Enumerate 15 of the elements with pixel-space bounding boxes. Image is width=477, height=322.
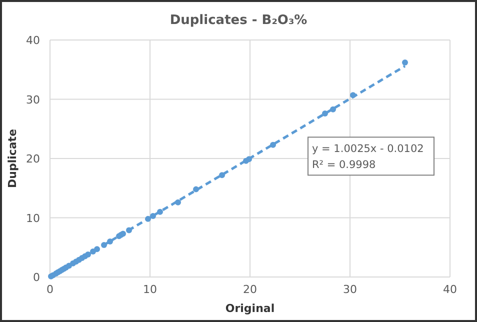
y-tick-label: 20	[26, 152, 40, 166]
x-tick-label: 30	[343, 283, 357, 296]
x-tick-label: 40	[443, 283, 457, 296]
y-tick-label: 30	[26, 93, 40, 106]
annotation: y = 1.0025x - 0.0102	[312, 143, 424, 156]
y-tick-label: 40	[26, 34, 40, 47]
x-axis-title: Original	[225, 302, 275, 315]
x-tick-label: 0	[46, 283, 54, 296]
y-tick-label: 0	[33, 271, 40, 284]
y-tick-label: 10	[26, 212, 40, 225]
x-tick-label: 10	[143, 283, 157, 296]
chart-title: Duplicates - B₂O₃%	[170, 13, 308, 28]
annotation: R² = 0.9998	[312, 159, 376, 172]
y-axis-title: Duplicate	[6, 128, 19, 188]
x-tick-label: 20	[243, 283, 257, 296]
